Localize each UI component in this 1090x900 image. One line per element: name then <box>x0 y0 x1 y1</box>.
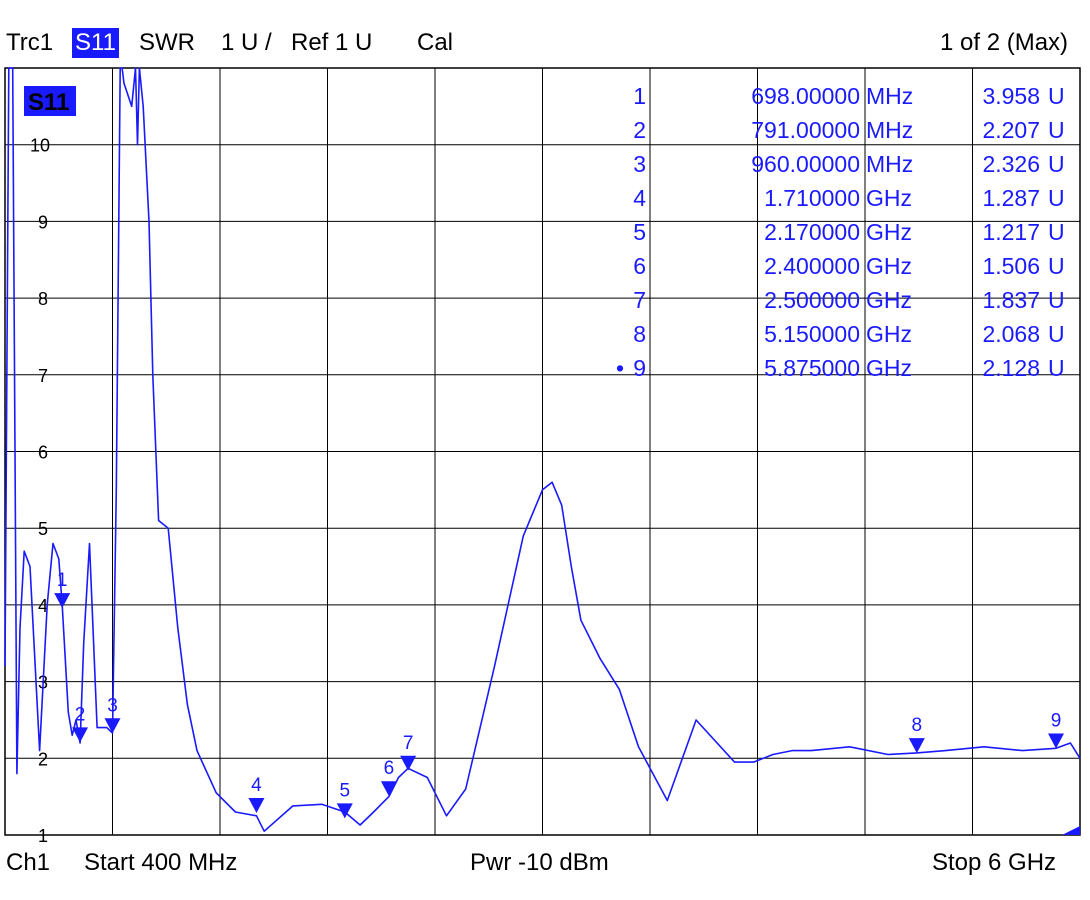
marker-table-frequency: 2.400000 <box>764 253 860 279</box>
marker-9-triangle <box>1048 733 1065 749</box>
marker-table-value-unit: U <box>1048 321 1065 347</box>
marker-table-frequency: 698.00000 <box>751 83 860 109</box>
marker-table-id: 8 <box>633 321 646 347</box>
marker-table-id: 4 <box>633 185 646 211</box>
marker-6-triangle <box>380 781 397 797</box>
marker-table-id: 9 <box>633 355 646 381</box>
marker-table-value: 1.217 <box>982 219 1040 245</box>
marker-table-value-unit: U <box>1048 117 1065 143</box>
y-tick-label: 6 <box>38 443 48 463</box>
marker-table-frequency: 791.00000 <box>751 117 860 143</box>
trace-series <box>4 67 1081 833</box>
marker-table-unit: GHz <box>866 321 912 347</box>
y-tick-label: 1 <box>38 826 48 846</box>
y-tick-label: 5 <box>38 519 48 539</box>
marker-table-value: 1.837 <box>982 287 1040 313</box>
marker-9-label: 9 <box>1051 710 1062 731</box>
trace-tag-box <box>24 86 76 116</box>
marker-table-value: 1.287 <box>982 185 1040 211</box>
marker-1-triangle <box>54 593 71 609</box>
marker-1-label: 1 <box>57 570 68 591</box>
format-label[interactable]: SWR <box>139 29 195 56</box>
marker-3-triangle <box>104 718 121 734</box>
marker-table-value-unit: U <box>1048 219 1065 245</box>
marker-table-id: 2 <box>633 117 646 143</box>
marker-8-label: 8 <box>912 715 923 736</box>
marker-3-label: 3 <box>107 695 118 716</box>
marker-table-value: 2.128 <box>982 355 1040 381</box>
marker-2-triangle <box>72 727 89 743</box>
active-marker-dot-icon: • <box>616 355 625 381</box>
marker-table-frequency: 1.710000 <box>764 185 860 211</box>
marker-4-label: 4 <box>251 775 262 796</box>
channel-label[interactable]: Ch1 <box>6 849 51 876</box>
stop-frequency[interactable]: Stop 6 GHz <box>932 849 1057 876</box>
marker-table-frequency: 5.875000 <box>764 355 860 381</box>
marker-table-value-unit: U <box>1048 185 1065 211</box>
marker-table-frequency: 960.00000 <box>751 151 860 177</box>
marker-table-id: 3 <box>633 151 646 177</box>
marker-table-value: 3.958 <box>982 83 1040 109</box>
y-tick-label: 10 <box>30 136 50 156</box>
marker-table-unit: MHz <box>866 83 914 109</box>
reference-label[interactable]: Ref 1 U <box>291 29 373 56</box>
marker-table-value-unit: U <box>1048 287 1065 313</box>
marker-8-triangle <box>908 738 925 754</box>
y-tick-label: 2 <box>38 749 48 769</box>
power-label[interactable]: Pwr -10 dBm <box>470 849 609 876</box>
marker-table-value: 1.506 <box>982 253 1040 279</box>
marker-2-label: 2 <box>75 704 86 725</box>
marker-table-frequency: 2.500000 <box>764 287 860 313</box>
marker-table-id: 5 <box>633 219 646 245</box>
y-tick-label: 8 <box>38 289 48 309</box>
trace-label[interactable]: Trc1 <box>6 29 54 56</box>
marker-table-value-unit: U <box>1048 253 1065 279</box>
page-indicator[interactable]: 1 of 2 (Max) <box>940 29 1069 56</box>
y-tick-label: 7 <box>38 366 48 386</box>
scale-label[interactable]: 1 U / <box>221 29 272 56</box>
marker-7-label: 7 <box>403 733 414 754</box>
marker-table-value: 2.068 <box>982 321 1040 347</box>
start-frequency[interactable]: Start 400 MHz <box>84 849 238 876</box>
marker-table-frequency: 5.150000 <box>764 321 860 347</box>
marker-table-unit: GHz <box>866 355 912 381</box>
marker-table-frequency: 2.170000 <box>764 219 860 245</box>
marker-table-unit: GHz <box>866 185 912 211</box>
marker-table-value-unit: U <box>1048 151 1065 177</box>
marker-table-value-unit: U <box>1048 83 1065 109</box>
marker-table-unit: GHz <box>866 253 912 279</box>
marker-table-unit: GHz <box>866 287 912 313</box>
trace-tag-text: S11 <box>28 89 69 116</box>
y-tick-label: 4 <box>38 596 48 616</box>
stop-indicator-icon <box>1062 826 1080 835</box>
marker-7-triangle <box>400 755 417 771</box>
marker-5-label: 5 <box>339 780 350 801</box>
calibration-label[interactable]: Cal <box>417 29 454 56</box>
measurement-badge[interactable]: S11 <box>72 28 119 58</box>
marker-table-value: 2.207 <box>982 117 1040 143</box>
marker-table-id: 7 <box>633 287 646 313</box>
marker-table-unit: MHz <box>866 151 914 177</box>
marker-table-id: 1 <box>633 83 646 109</box>
marker-table-unit: GHz <box>866 219 912 245</box>
trace-line <box>4 67 1081 833</box>
marker-6-label: 6 <box>384 758 395 779</box>
trace-tag: S11 <box>24 86 76 116</box>
marker-table-value-unit: U <box>1048 355 1065 381</box>
y-tick-label: 9 <box>38 212 48 232</box>
marker-table-id: 6 <box>633 253 646 279</box>
marker-table-unit: MHz <box>866 117 914 143</box>
marker-4-triangle <box>248 797 265 813</box>
marker-table-value: 2.326 <box>982 151 1040 177</box>
marker-5-triangle <box>336 803 353 819</box>
